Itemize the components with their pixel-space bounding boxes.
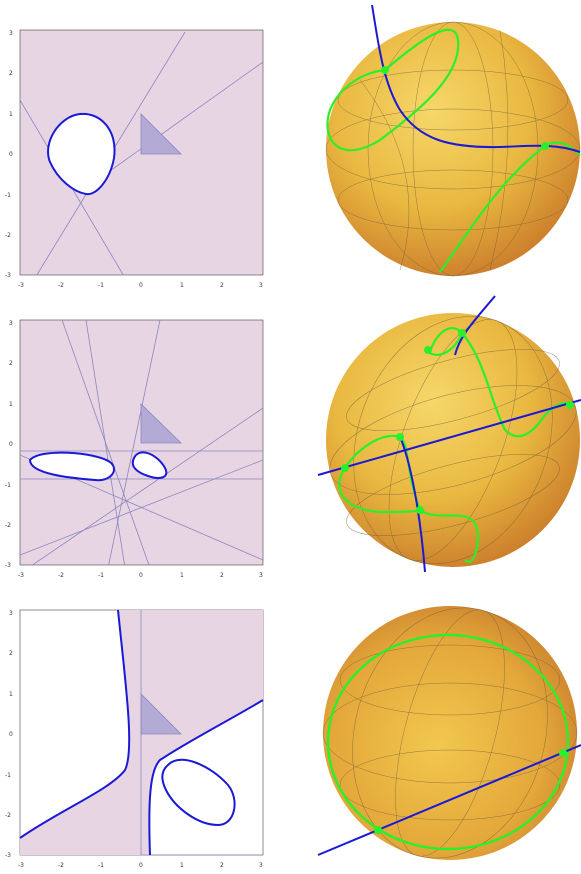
svg-text:-2: -2 — [58, 862, 64, 869]
svg-text:-2: -2 — [58, 282, 64, 289]
closed-curve-oval — [161, 758, 236, 827]
svg-text:1: 1 — [9, 111, 13, 118]
intersection-point — [566, 401, 574, 409]
svg-text:2: 2 — [220, 572, 224, 579]
svg-text:2: 2 — [9, 70, 13, 77]
svg-text:-1: -1 — [5, 192, 11, 199]
svg-text:-1: -1 — [5, 772, 11, 779]
svg-text:2: 2 — [9, 650, 13, 657]
blue-line — [317, 399, 581, 476]
green-curve — [461, 332, 571, 438]
svg-text:3: 3 — [9, 30, 13, 37]
intersection-point — [341, 464, 349, 472]
blue-curve-2 — [399, 436, 426, 573]
svg-text:-2: -2 — [5, 232, 11, 239]
svg-text:1: 1 — [9, 401, 13, 408]
svg-text:-2: -2 — [58, 572, 64, 579]
plot-panel-2: -3 -2 -1 0 1 2 3 3 2 1 0 -1 -2 -3 — [5, 319, 264, 579]
sphere-panel-2 — [317, 295, 581, 573]
green-curve-4 — [338, 467, 421, 514]
svg-text:-2: -2 — [5, 522, 11, 529]
svg-text:-3: -3 — [18, 282, 24, 289]
svg-text:-3: -3 — [5, 852, 11, 859]
blue-curve — [19, 609, 131, 839]
svg-text:-1: -1 — [98, 862, 104, 869]
green-curve — [326, 633, 570, 851]
svg-text:-2: -2 — [5, 812, 11, 819]
svg-text:-1: -1 — [5, 482, 11, 489]
svg-text:-3: -3 — [5, 562, 11, 569]
svg-text:-3: -3 — [18, 862, 24, 869]
y-axis-ticks: 3 2 1 0 -1 -2 -3 — [5, 610, 13, 859]
svg-text:3: 3 — [259, 572, 263, 579]
svg-text:0: 0 — [9, 731, 13, 738]
svg-text:3: 3 — [259, 862, 263, 869]
svg-text:1: 1 — [180, 282, 184, 289]
svg-text:-3: -3 — [5, 272, 11, 279]
svg-text:-1: -1 — [98, 572, 104, 579]
simplex-triangle — [140, 113, 182, 155]
svg-text:0: 0 — [139, 282, 143, 289]
sphere-grid — [329, 316, 577, 564]
sphere-grid — [322, 607, 578, 859]
svg-text:2: 2 — [220, 862, 224, 869]
svg-text:3: 3 — [9, 320, 13, 327]
intersection-point — [381, 66, 389, 74]
intersection-point — [458, 329, 466, 337]
x-axis-ticks: -3 -2 -1 0 1 2 3 — [18, 862, 263, 869]
y-axis-ticks: 3 2 1 0 -1 -2 -3 — [5, 320, 13, 569]
svg-text:3: 3 — [259, 282, 263, 289]
x-axis-ticks: -3 -2 -1 0 1 2 3 — [18, 282, 263, 289]
intersection-point — [416, 506, 424, 514]
svg-text:-1: -1 — [98, 282, 104, 289]
svg-text:3: 3 — [9, 610, 13, 617]
plot-panel-3: -3 -2 -1 0 1 2 3 3 2 1 0 -1 -2 -3 — [5, 609, 264, 869]
intersection-point — [374, 826, 382, 834]
simplex-triangle — [140, 403, 182, 444]
plot-panel-1: -3 -2 -1 0 1 2 3 3 2 1 0 -1 -2 -3 — [5, 29, 264, 289]
svg-text:-3: -3 — [18, 572, 24, 579]
svg-text:2: 2 — [220, 282, 224, 289]
svg-text:1: 1 — [180, 572, 184, 579]
closed-curve-oval — [131, 451, 168, 479]
blue-line — [317, 744, 581, 856]
intersection-point — [559, 749, 567, 757]
green-curve — [326, 28, 460, 152]
intersection-point — [424, 346, 432, 354]
asymptote-lines — [20, 320, 263, 565]
svg-text:1: 1 — [180, 862, 184, 869]
sphere-panel-3 — [317, 606, 581, 860]
intersection-point — [396, 433, 404, 441]
intersection-point — [541, 142, 549, 150]
blue-curve — [454, 295, 496, 356]
svg-text:2: 2 — [9, 360, 13, 367]
y-axis-ticks: 3 2 1 0 -1 -2 -3 — [5, 30, 13, 279]
closed-curve-oval — [47, 112, 116, 196]
sphere — [326, 313, 580, 567]
green-curve-2 — [439, 141, 581, 273]
blue-curve — [371, 4, 581, 153]
closed-curve-oval — [28, 451, 115, 482]
x-axis-ticks: -3 -2 -1 0 1 2 3 — [18, 572, 263, 579]
blue-curve-2 — [148, 699, 264, 856]
svg-text:0: 0 — [139, 862, 143, 869]
svg-text:0: 0 — [9, 441, 13, 448]
simplex-triangle — [140, 693, 182, 735]
svg-text:1: 1 — [9, 691, 13, 698]
sphere-panel-1 — [325, 4, 581, 277]
svg-text:0: 0 — [139, 572, 143, 579]
sphere-grid — [325, 21, 581, 277]
sphere — [323, 606, 577, 860]
svg-text:0: 0 — [9, 151, 13, 158]
